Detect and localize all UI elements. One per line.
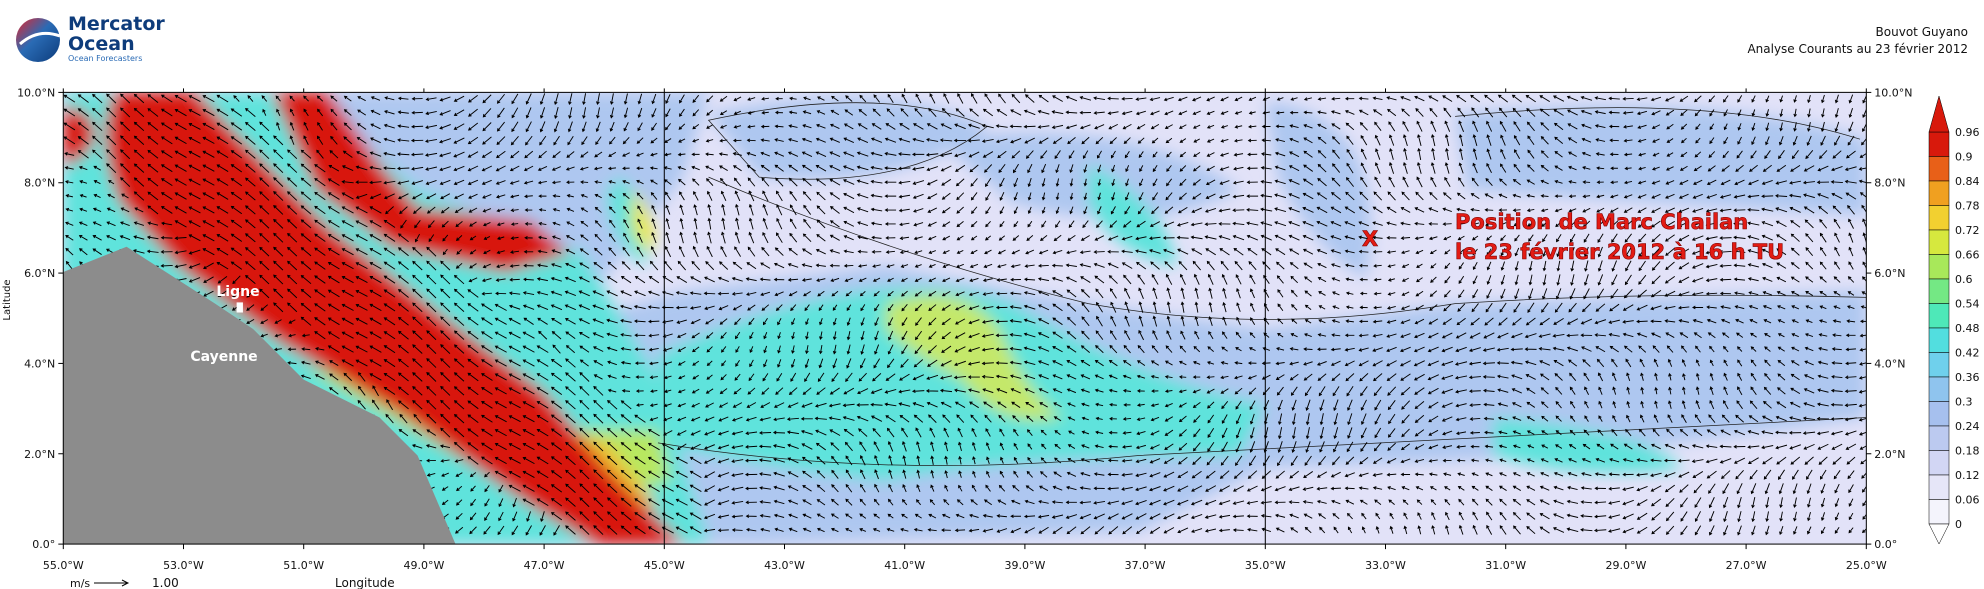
y-tick-label: 10.0°N xyxy=(17,86,55,99)
colorbar-box xyxy=(1928,229,1950,255)
x-tick-label: 25.0°W xyxy=(1846,559,1887,572)
colorbar-label: 0.72 xyxy=(1955,224,1980,237)
map-frame xyxy=(62,91,1867,545)
place-label: Ligne xyxy=(216,284,259,300)
colorbar-label: 0.36 xyxy=(1955,371,1980,384)
colorbar-box xyxy=(1928,352,1950,378)
colorbar-label: 0.12 xyxy=(1955,469,1980,482)
position-marker: X xyxy=(1362,227,1378,251)
colorbar: 0.96 0.9 0.84 0.78 0.72 0.66 0.6 0.54 0.48 0.42 0.… xyxy=(1928,95,1980,545)
y-tick-label: 6.0°N xyxy=(1874,267,1905,280)
x-tick-label: 29.0°W xyxy=(1605,559,1646,572)
colorbar-label: 0.18 xyxy=(1955,445,1980,458)
colorbar-label: 0.66 xyxy=(1955,249,1980,262)
colorbar-box xyxy=(1928,401,1950,427)
colorbar-box xyxy=(1928,303,1950,329)
annotation-line: Position de Marc Chailan xyxy=(1455,210,1748,234)
logo: Mercator Ocean Ocean Forecasters xyxy=(16,13,165,63)
vector-key-unit: m/s xyxy=(70,577,90,589)
x-tick-label: 41.0°W xyxy=(884,559,925,572)
current-arrows xyxy=(63,93,1867,536)
x-tick-label: 27.0°W xyxy=(1726,559,1767,572)
y-tick-label: 0.0° xyxy=(32,538,55,551)
colorbar-label: 0.24 xyxy=(1955,420,1980,433)
y-tick-label: 6.0°N xyxy=(24,267,55,280)
vector-key-arrow xyxy=(94,579,130,587)
x-tick-label: 53.0°W xyxy=(163,559,204,572)
subtitle: Analyse Courants au 23 février 2012 xyxy=(1747,42,1968,56)
y-tick-label: 0.0° xyxy=(1874,538,1897,551)
colorbar-label: 0.6 xyxy=(1955,273,1973,286)
colorbar-box xyxy=(1928,131,1950,157)
vector-key-label: 1.00 xyxy=(152,576,179,589)
land xyxy=(63,246,456,545)
colorbar-label: 0 xyxy=(1955,518,1962,531)
colorbar-label: 0.54 xyxy=(1955,298,1980,311)
y-tick-label: 10.0°N xyxy=(1874,86,1912,99)
x-axis-label: Longitude xyxy=(335,576,395,589)
y-tick-label: 8.0°N xyxy=(1874,177,1905,190)
colorbar-box xyxy=(1928,327,1950,353)
colorbar-label: 0.78 xyxy=(1955,200,1980,213)
colorbar-label: 0.42 xyxy=(1955,347,1980,360)
x-tick-label: 39.0°W xyxy=(1004,559,1045,572)
colorbar-box xyxy=(1928,205,1950,231)
axis-ticks: 55.0°W 53.0°W 51.0°W 49.0°W 47.0°W 45.0°W 43.0… xyxy=(17,86,1912,572)
y-axis-label: Latitude xyxy=(2,279,13,320)
x-tick-label: 45.0°W xyxy=(644,559,685,572)
place-label: Cayenne xyxy=(190,349,257,365)
colorbar-box xyxy=(1928,254,1950,280)
colorbar-box xyxy=(1928,376,1950,402)
logo-text: Mercator xyxy=(68,13,165,35)
x-tick-label: 35.0°W xyxy=(1245,559,1286,572)
x-tick-label: 55.0°W xyxy=(43,559,84,572)
title: Bouvot Guyano xyxy=(1876,25,1968,39)
colorbar-label: 0.96 xyxy=(1955,126,1980,139)
x-tick-label: 31.0°W xyxy=(1485,559,1526,572)
map xyxy=(62,91,1867,545)
y-tick-label: 2.0°N xyxy=(24,448,55,461)
x-tick-label: 43.0°W xyxy=(764,559,805,572)
colorbar-box xyxy=(1928,499,1950,525)
y-tick-label: 8.0°N xyxy=(24,177,55,190)
colorbar-box xyxy=(1928,450,1950,476)
colorbar-top xyxy=(1928,95,1950,133)
y-tick-label: 4.0°N xyxy=(1874,357,1905,370)
colorbar-box xyxy=(1928,180,1950,206)
x-tick-label: 49.0°W xyxy=(403,559,444,572)
x-tick-label: 51.0°W xyxy=(283,559,324,572)
logo-text: Ocean xyxy=(68,33,135,55)
logo-tagline: Ocean Forecasters xyxy=(68,54,142,63)
x-tick-label: 47.0°W xyxy=(524,559,565,572)
current-field xyxy=(63,92,1867,545)
colorbar-label: 0.84 xyxy=(1955,175,1980,188)
colorbar-label: 0.48 xyxy=(1955,322,1980,335)
colorbar-box xyxy=(1928,156,1950,182)
x-tick-label: 33.0°W xyxy=(1365,559,1406,572)
place-marker xyxy=(236,302,243,313)
logo-swoosh xyxy=(19,31,61,46)
colorbar-label: 0.9 xyxy=(1955,151,1973,164)
colorbar-bottom xyxy=(1928,523,1950,545)
logo-globe xyxy=(16,18,60,62)
colorbar-label: 0.3 xyxy=(1955,396,1973,409)
colorbar-box xyxy=(1928,425,1950,451)
y-tick-label: 4.0°N xyxy=(24,357,55,370)
colorbar-box xyxy=(1928,474,1950,500)
y-tick-label: 2.0°N xyxy=(1874,448,1905,461)
x-tick-label: 37.0°W xyxy=(1125,559,1166,572)
colorbar-box xyxy=(1928,278,1950,304)
annotation-line: le 23 février 2012 à 16 h TU xyxy=(1455,240,1784,264)
colorbar-label: 0.06 xyxy=(1955,494,1980,507)
